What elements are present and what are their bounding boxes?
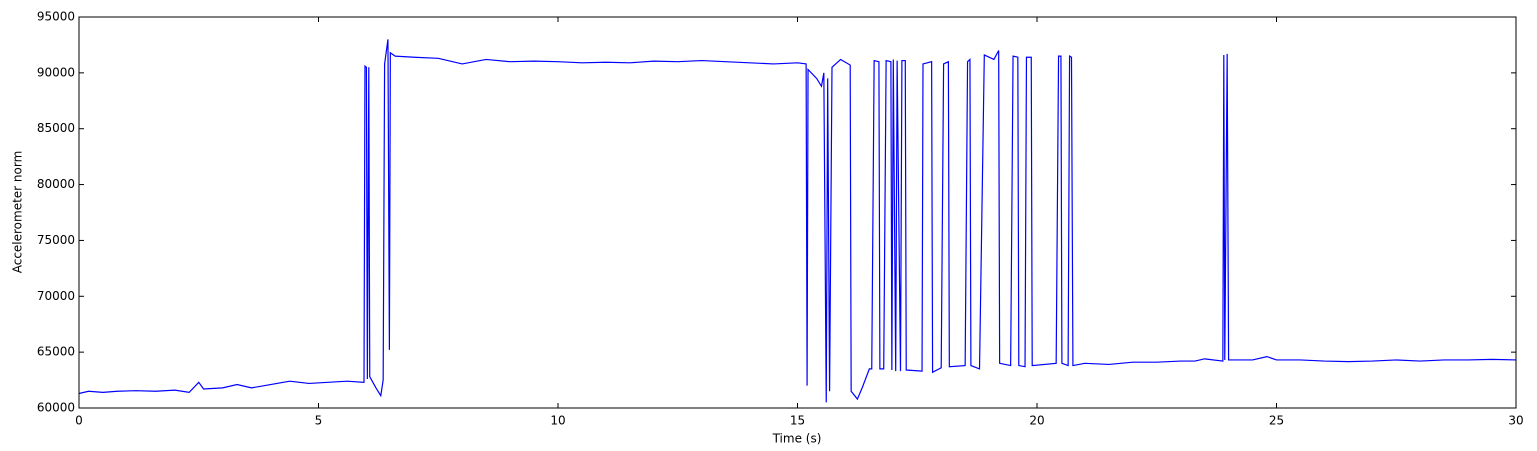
x-tick-label: 20	[1029, 414, 1044, 428]
y-tick-label: 80000	[37, 177, 75, 191]
y-tick-label: 70000	[37, 289, 75, 303]
y-tick-label: 85000	[37, 121, 75, 135]
y-tick-label: 95000	[37, 10, 75, 24]
x-tick-label: 10	[550, 414, 565, 428]
y-axis-label: Accelerometer norm	[11, 151, 25, 274]
x-axis-label: Time (s)	[772, 432, 822, 446]
x-tick-label: 0	[75, 414, 83, 428]
plot-frame	[78, 16, 1517, 409]
x-tick-label: 15	[790, 414, 805, 428]
y-tick-label: 65000	[37, 345, 75, 359]
data-line	[78, 39, 1517, 403]
x-tick-label: 25	[1269, 414, 1284, 428]
y-tick-label: 75000	[37, 233, 75, 247]
x-tick-label: 30	[1508, 414, 1523, 428]
y-tick-label: 60000	[37, 401, 75, 415]
x-tick-label: 5	[315, 414, 323, 428]
y-tick-label: 90000	[37, 65, 75, 79]
